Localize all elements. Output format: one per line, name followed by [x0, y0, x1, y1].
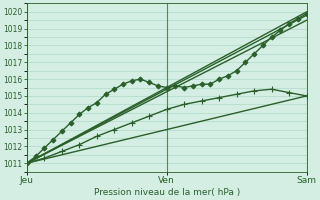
X-axis label: Pression niveau de la mer( hPa ): Pression niveau de la mer( hPa ) — [93, 188, 240, 197]
